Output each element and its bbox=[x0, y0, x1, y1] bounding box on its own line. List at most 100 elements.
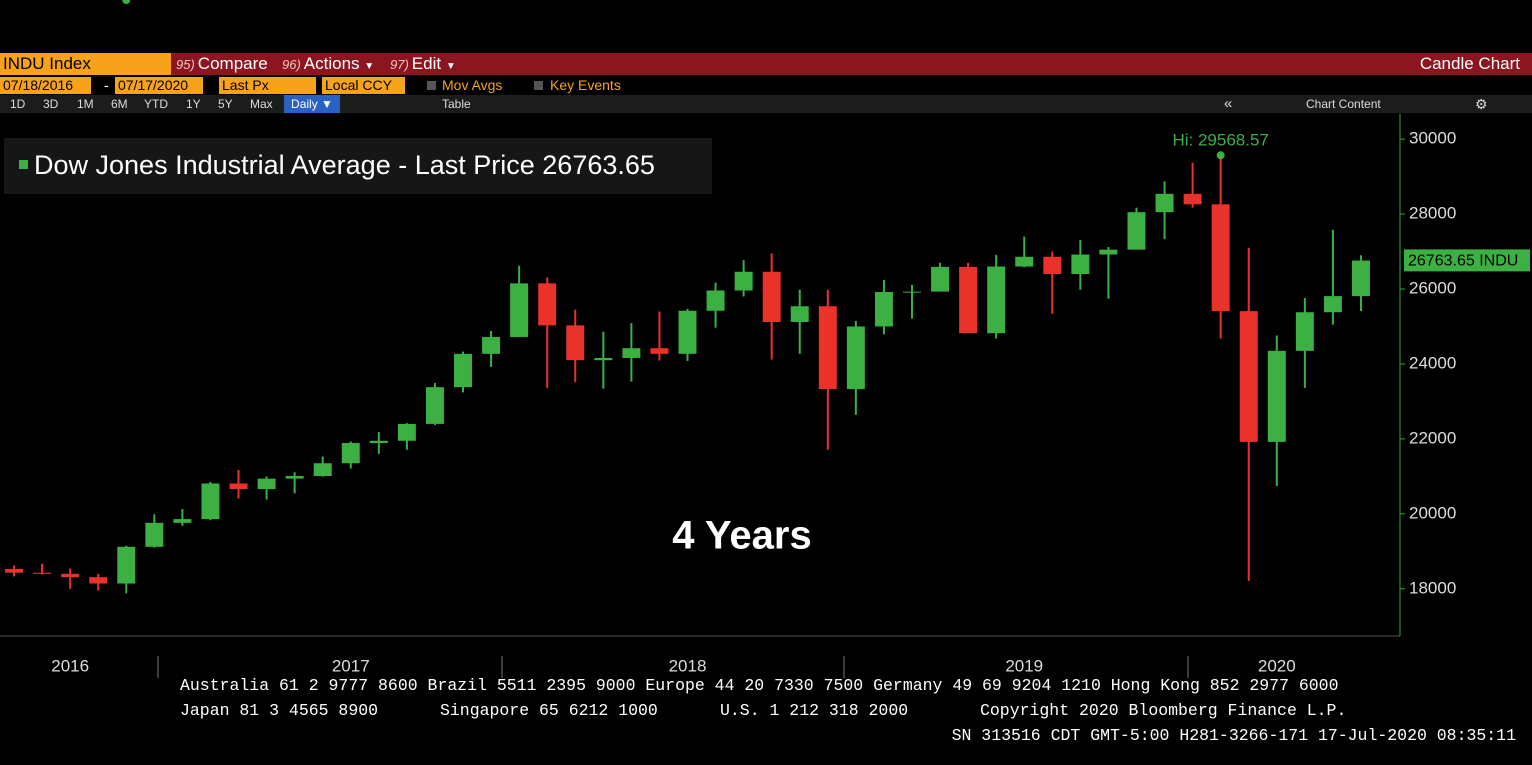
candle-body bbox=[89, 577, 108, 584]
last-price-label: 26763.65 INDU bbox=[1408, 253, 1518, 270]
hi-label-value: 29568.57 bbox=[1198, 131, 1269, 150]
checkbox[interactable] bbox=[427, 81, 436, 90]
candle-body bbox=[33, 572, 52, 574]
candle bbox=[1015, 236, 1034, 268]
candle-body bbox=[61, 573, 80, 578]
footer-item: U.S. 1 212 318 2000 bbox=[720, 701, 909, 720]
last-price-tag bbox=[1404, 249, 1530, 272]
candle-body bbox=[1239, 311, 1258, 442]
candle-body bbox=[762, 271, 781, 322]
x-tick-label: 2018 bbox=[669, 656, 707, 675]
date-sep: - bbox=[104, 77, 109, 93]
candle bbox=[959, 262, 978, 334]
candle bbox=[117, 545, 136, 594]
candle-body bbox=[510, 283, 529, 337]
menu-edit[interactable]: 97) Edit ▼ bbox=[390, 53, 456, 75]
candle bbox=[1295, 297, 1314, 388]
candle bbox=[1127, 207, 1146, 250]
candle bbox=[454, 351, 472, 393]
candle bbox=[397, 423, 416, 450]
candle bbox=[510, 265, 529, 337]
period-button[interactable]: 6M bbox=[111, 97, 128, 111]
period-button[interactable]: 5Y bbox=[218, 97, 233, 111]
candle-body bbox=[425, 387, 444, 424]
candle-body bbox=[1295, 312, 1314, 351]
menu-num: 97) bbox=[390, 57, 409, 72]
candle-body bbox=[117, 546, 136, 584]
candle bbox=[1099, 247, 1118, 299]
candle bbox=[61, 568, 80, 589]
menu-label: Actions bbox=[303, 54, 360, 73]
period-button[interactable]: 1D bbox=[10, 97, 26, 111]
candle-body bbox=[1323, 296, 1342, 313]
candle bbox=[257, 476, 276, 500]
checkbox[interactable] bbox=[534, 81, 543, 90]
candle bbox=[1211, 155, 1230, 339]
y-tick-label: 28000 bbox=[1409, 204, 1456, 223]
candle-body bbox=[846, 326, 865, 390]
candle bbox=[5, 565, 24, 577]
candle bbox=[1323, 229, 1342, 325]
y-tick-label: 26000 bbox=[1409, 278, 1456, 297]
candle bbox=[1183, 162, 1202, 208]
candle-body bbox=[874, 291, 893, 327]
legend-box bbox=[4, 138, 712, 194]
candle-body bbox=[5, 568, 24, 573]
candle-body bbox=[454, 353, 472, 388]
settings-button[interactable]: ⚙ bbox=[1475, 96, 1488, 112]
end-date[interactable]: 07/17/2020 bbox=[115, 77, 203, 94]
period-button[interactable]: Max bbox=[250, 97, 273, 111]
field[interactable]: Last Px bbox=[219, 77, 316, 94]
frequency[interactable]: Daily ▼ bbox=[284, 95, 340, 113]
option[interactable]: Mov Avgs bbox=[442, 77, 503, 93]
candle bbox=[369, 432, 388, 454]
candle bbox=[734, 260, 753, 297]
option[interactable]: Key Events bbox=[550, 77, 621, 93]
candle-body bbox=[818, 306, 837, 390]
candle-body bbox=[1015, 256, 1034, 267]
candle bbox=[622, 323, 641, 382]
period-button[interactable]: 3D bbox=[43, 97, 59, 111]
candle-body bbox=[1127, 212, 1146, 250]
legend-series: Dow Jones Industrial Average - Last Pric… bbox=[34, 150, 535, 180]
candle-body bbox=[903, 291, 921, 293]
candle bbox=[201, 481, 220, 521]
candle-body bbox=[959, 266, 978, 334]
candle bbox=[33, 563, 52, 575]
hi-label-text: Hi: bbox=[1172, 131, 1193, 150]
period-button[interactable]: 1Y bbox=[186, 97, 201, 111]
candle-body bbox=[1351, 260, 1370, 297]
dropdown-arrow: ▼ bbox=[364, 61, 375, 72]
candle-body bbox=[369, 440, 388, 444]
currency[interactable]: Local CCY bbox=[322, 77, 405, 94]
candle-body bbox=[313, 463, 332, 476]
legend-value: 26763.65 bbox=[542, 150, 655, 180]
table-button[interactable]: Table bbox=[442, 97, 471, 111]
candle bbox=[173, 508, 192, 526]
candle bbox=[903, 284, 921, 319]
candle bbox=[538, 277, 557, 388]
candle-body bbox=[1155, 193, 1174, 213]
candle bbox=[341, 441, 360, 469]
candle bbox=[1351, 255, 1370, 312]
y-tick-label: 22000 bbox=[1409, 428, 1456, 447]
candle-body bbox=[931, 266, 950, 292]
menu-compare[interactable]: 95) Compare bbox=[176, 53, 268, 75]
candle-body bbox=[706, 290, 725, 311]
menu-num: 95) bbox=[176, 57, 195, 72]
menu-actions[interactable]: 96) Actions ▼ bbox=[282, 53, 374, 75]
start-date[interactable]: 07/18/2016 bbox=[0, 77, 91, 94]
candle bbox=[482, 330, 501, 367]
menu-num: 96) bbox=[282, 57, 301, 72]
last-price-ticker: INDU bbox=[1479, 253, 1518, 270]
period-button[interactable]: 1M bbox=[77, 97, 94, 111]
chart-content[interactable]: Chart Content bbox=[1306, 97, 1381, 111]
candle-body bbox=[538, 283, 557, 326]
collapse-button[interactable]: « bbox=[1224, 95, 1233, 112]
period-button[interactable]: YTD bbox=[144, 97, 168, 111]
y-tick-label: 18000 bbox=[1409, 578, 1456, 597]
candle-body bbox=[1183, 193, 1202, 205]
candle-body bbox=[734, 271, 753, 291]
ticker-field[interactable]: INDU Index bbox=[0, 53, 171, 75]
